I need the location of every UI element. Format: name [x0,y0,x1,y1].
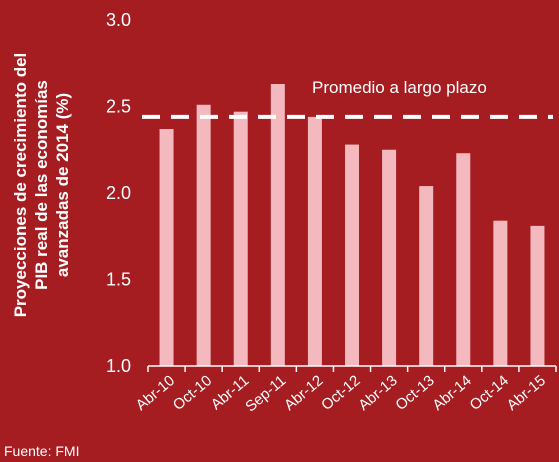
bar-oct-14 [493,220,508,366]
source-note: Fuente: FMI [4,443,79,459]
x-tick-label: Abr-12 [281,372,326,414]
bar-abr-15 [530,225,545,366]
x-axis-ticks: Abr-10Oct-10Abr-11Sep-11Abr-12Oct-12Abr-… [133,366,557,415]
y-tick-label: 3.0 [106,10,131,30]
long-term-average-label: Promedio a largo plazo [312,78,487,97]
bar-oct-10 [196,104,211,367]
x-tick-label: Oct-13 [392,372,437,414]
y-tick-label: 2.5 [106,97,131,117]
bars [159,84,545,367]
x-tick-label: Oct-12 [318,372,363,414]
x-tick-label: Sep-11 [242,372,289,415]
y-tick-label: 1.5 [106,270,131,290]
x-tick-label: Abr-15 [504,372,549,414]
y-axis-title-line-2: PIB real de las economías [32,80,51,290]
x-tick-label: Oct-14 [467,372,512,414]
bar-abr-10 [159,128,174,366]
y-tick-label: 2.0 [106,183,131,203]
bar-abr-12 [307,116,322,366]
y-axis-title-line-1: Proyecciones de crecimiento del [11,53,30,318]
x-tick-label: Abr-13 [355,372,400,414]
y-axis-title: Proyecciones de crecimiento del PIB real… [11,53,72,318]
bar-oct-13 [419,186,434,366]
x-tick-label: Oct-10 [170,372,215,414]
y-axis-title-line-3: avanzadas de 2014 (%) [53,93,72,277]
bar-abr-13 [382,149,397,366]
bar-abr-14 [456,153,471,366]
x-tick-label: Abr-14 [429,372,474,414]
bar-abr-11 [233,111,248,366]
y-tick-label: 1.0 [106,356,131,376]
x-tick-label: Abr-10 [133,372,178,414]
bar-oct-12 [345,144,359,366]
y-axis-ticks: 1.0 1.5 2.0 2.5 3.0 [106,10,131,376]
bar-sep-11 [270,84,285,366]
